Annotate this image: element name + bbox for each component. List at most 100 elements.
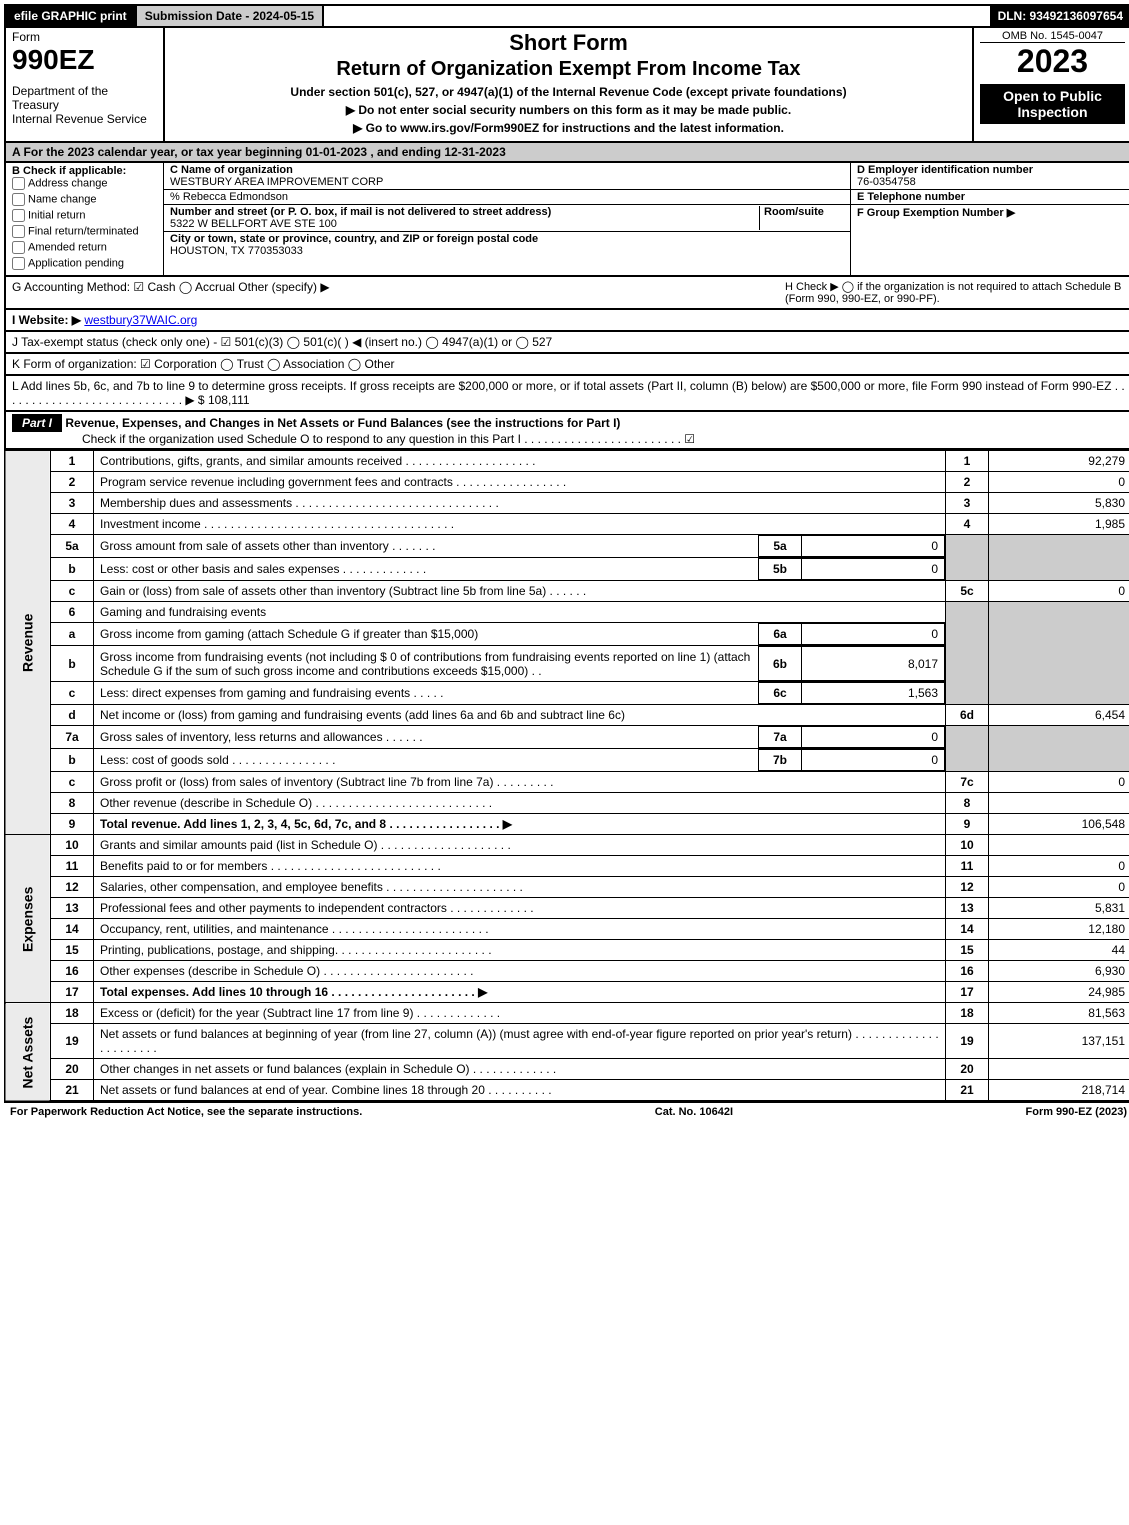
meta-rows: G Accounting Method: ☑ Cash ◯ Accrual Ot… xyxy=(4,277,1129,412)
line-7b-desc: Less: cost of goods sold . . . . . . . .… xyxy=(94,750,759,771)
checkbox-initial-return[interactable]: Initial return xyxy=(12,209,157,222)
line-17-desc: Total expenses. Add lines 10 through 16 … xyxy=(94,982,946,1003)
website-label: I Website: ▶ xyxy=(12,313,81,327)
line-5b-desc: Less: cost or other basis and sales expe… xyxy=(94,559,759,580)
line-19-amt: 137,151 xyxy=(989,1024,1129,1059)
section-def: D Employer identification number 76-0354… xyxy=(850,163,1129,275)
footer-left: For Paperwork Reduction Act Notice, see … xyxy=(10,1106,362,1118)
line-6-desc: Gaming and fundraising events xyxy=(94,602,946,623)
line-15-desc: Printing, publications, postage, and shi… xyxy=(94,940,946,961)
room-label: Room/suite xyxy=(764,206,824,218)
line-9-amt: 106,548 xyxy=(989,814,1129,835)
part1-title: Revenue, Expenses, and Changes in Net As… xyxy=(65,416,620,430)
line-h: H Check ▶ ◯ if the organization is not r… xyxy=(785,280,1125,305)
line-18-amt: 81,563 xyxy=(989,1003,1129,1024)
line-9-desc: Total revenue. Add lines 1, 2, 3, 4, 5c,… xyxy=(94,814,946,835)
part1-label: Part I xyxy=(12,414,62,432)
line-14-desc: Occupancy, rent, utilities, and maintena… xyxy=(94,919,946,940)
line-12-desc: Salaries, other compensation, and employ… xyxy=(94,877,946,898)
checkbox-pending[interactable]: Application pending xyxy=(12,257,157,270)
line-2-desc: Program service revenue including govern… xyxy=(94,472,946,493)
submission-date: Submission Date - 2024-05-15 xyxy=(135,6,324,26)
street-value: 5322 W BELLFORT AVE STE 100 xyxy=(170,218,337,230)
line-l: L Add lines 5b, 6c, and 7b to line 9 to … xyxy=(4,376,1129,412)
line-16-desc: Other expenses (describe in Schedule O) … xyxy=(94,961,946,982)
dept-label: Department of the Treasury Internal Reve… xyxy=(12,84,157,126)
note-link: ▶ Go to www.irs.gov/Form990EZ for instru… xyxy=(171,121,966,135)
open-to-public: Open to Public Inspection xyxy=(980,84,1125,124)
tax-year: 2023 xyxy=(980,43,1125,80)
line-18-desc: Excess or (deficit) for the year (Subtra… xyxy=(94,1003,946,1024)
line-6a-desc: Gross income from gaming (attach Schedul… xyxy=(94,624,759,645)
ein-value: 76-0354758 xyxy=(857,176,916,188)
section-c: C Name of organization WESTBURY AREA IMP… xyxy=(164,163,850,275)
line-k: K Form of organization: ☑ Corporation ◯ … xyxy=(4,354,1129,376)
line-6b-amt: 8,017 xyxy=(802,647,945,681)
line-8-amt xyxy=(989,793,1129,814)
line-6d-amt: 6,454 xyxy=(989,705,1129,726)
line-6b-desc: Gross income from fundraising events (no… xyxy=(94,647,759,681)
line-10-desc: Grants and similar amounts paid (list in… xyxy=(94,835,946,856)
line-3-amt: 5,830 xyxy=(989,493,1129,514)
line-5a-desc: Gross amount from sale of assets other t… xyxy=(94,536,759,557)
org-name-label: C Name of organization xyxy=(170,164,293,176)
line-4-amt: 1,985 xyxy=(989,514,1129,535)
tel-label: E Telephone number xyxy=(857,191,965,203)
lines-table: Revenue 1Contributions, gifts, grants, a… xyxy=(4,450,1129,1102)
line-11-amt: 0 xyxy=(989,856,1129,877)
checkbox-amended[interactable]: Amended return xyxy=(12,241,157,254)
top-bar: efile GRAPHIC print Submission Date - 20… xyxy=(4,4,1129,28)
line-6c-desc: Less: direct expenses from gaming and fu… xyxy=(94,683,759,704)
line-20-desc: Other changes in net assets or fund bala… xyxy=(94,1059,946,1080)
part1-check: Check if the organization used Schedule … xyxy=(82,432,695,446)
website-link[interactable]: westbury37WAIC.org xyxy=(84,313,197,327)
line-4-desc: Investment income . . . . . . . . . . . … xyxy=(94,514,946,535)
line-10-amt xyxy=(989,835,1129,856)
line-11-desc: Benefits paid to or for members . . . . … xyxy=(94,856,946,877)
line-8-desc: Other revenue (describe in Schedule O) .… xyxy=(94,793,946,814)
info-grid: B Check if applicable: Address change Na… xyxy=(4,163,1129,277)
section-b-label: B Check if applicable: xyxy=(12,165,157,177)
line-3-desc: Membership dues and assessments . . . . … xyxy=(94,493,946,514)
line-5c-amt: 0 xyxy=(989,581,1129,602)
line-7a-amt: 0 xyxy=(802,727,945,748)
note-link-text[interactable]: ▶ Go to www.irs.gov/Form990EZ for instru… xyxy=(353,121,784,135)
checkbox-name-change[interactable]: Name change xyxy=(12,193,157,206)
line-14-amt: 12,180 xyxy=(989,919,1129,940)
dln: DLN: 93492136097654 xyxy=(990,6,1129,26)
header-mid: Short Form Return of Organization Exempt… xyxy=(165,28,972,141)
section-a: A For the 2023 calendar year, or tax yea… xyxy=(4,143,1129,163)
title-short-form: Short Form xyxy=(171,30,966,56)
line-20-amt xyxy=(989,1059,1129,1080)
line-7a-desc: Gross sales of inventory, less returns a… xyxy=(94,727,759,748)
line-16-amt: 6,930 xyxy=(989,961,1129,982)
efile-print[interactable]: efile GRAPHIC print xyxy=(6,6,135,26)
line-6d-desc: Net income or (loss) from gaming and fun… xyxy=(94,705,946,726)
footer-mid: Cat. No. 10642I xyxy=(655,1106,733,1118)
line-15-amt: 44 xyxy=(989,940,1129,961)
side-expenses: Expenses xyxy=(5,835,51,1003)
line-7c-desc: Gross profit or (loss) from sales of inv… xyxy=(94,772,946,793)
part1-header-row: Part I Revenue, Expenses, and Changes in… xyxy=(4,412,1129,450)
line-21-amt: 218,714 xyxy=(989,1080,1129,1102)
title-return: Return of Organization Exempt From Incom… xyxy=(171,58,966,81)
checkbox-final-return[interactable]: Final return/terminated xyxy=(12,225,157,238)
ein-label: D Employer identification number xyxy=(857,164,1033,176)
checkbox-address-change[interactable]: Address change xyxy=(12,177,157,190)
line-5a-amt: 0 xyxy=(802,536,945,557)
line-17-amt: 24,985 xyxy=(989,982,1129,1003)
line-2-amt: 0 xyxy=(989,472,1129,493)
line-21-desc: Net assets or fund balances at end of ye… xyxy=(94,1080,946,1102)
footer: For Paperwork Reduction Act Notice, see … xyxy=(4,1102,1129,1121)
subtitle: Under section 501(c), 527, or 4947(a)(1)… xyxy=(171,85,966,99)
city-value: HOUSTON, TX 770353033 xyxy=(170,245,303,257)
line-13-amt: 5,831 xyxy=(989,898,1129,919)
line-6a-amt: 0 xyxy=(802,624,945,645)
line-j: J Tax-exempt status (check only one) - ☑… xyxy=(4,332,1129,354)
form-label: Form xyxy=(12,30,157,44)
line-7b-amt: 0 xyxy=(802,750,945,771)
side-net: Net Assets xyxy=(5,1003,51,1102)
line-5c-desc: Gain or (loss) from sale of assets other… xyxy=(94,581,946,602)
omb-label: OMB No. 1545-0047 xyxy=(980,30,1125,43)
note-ssn: ▶ Do not enter social security numbers o… xyxy=(171,103,966,117)
